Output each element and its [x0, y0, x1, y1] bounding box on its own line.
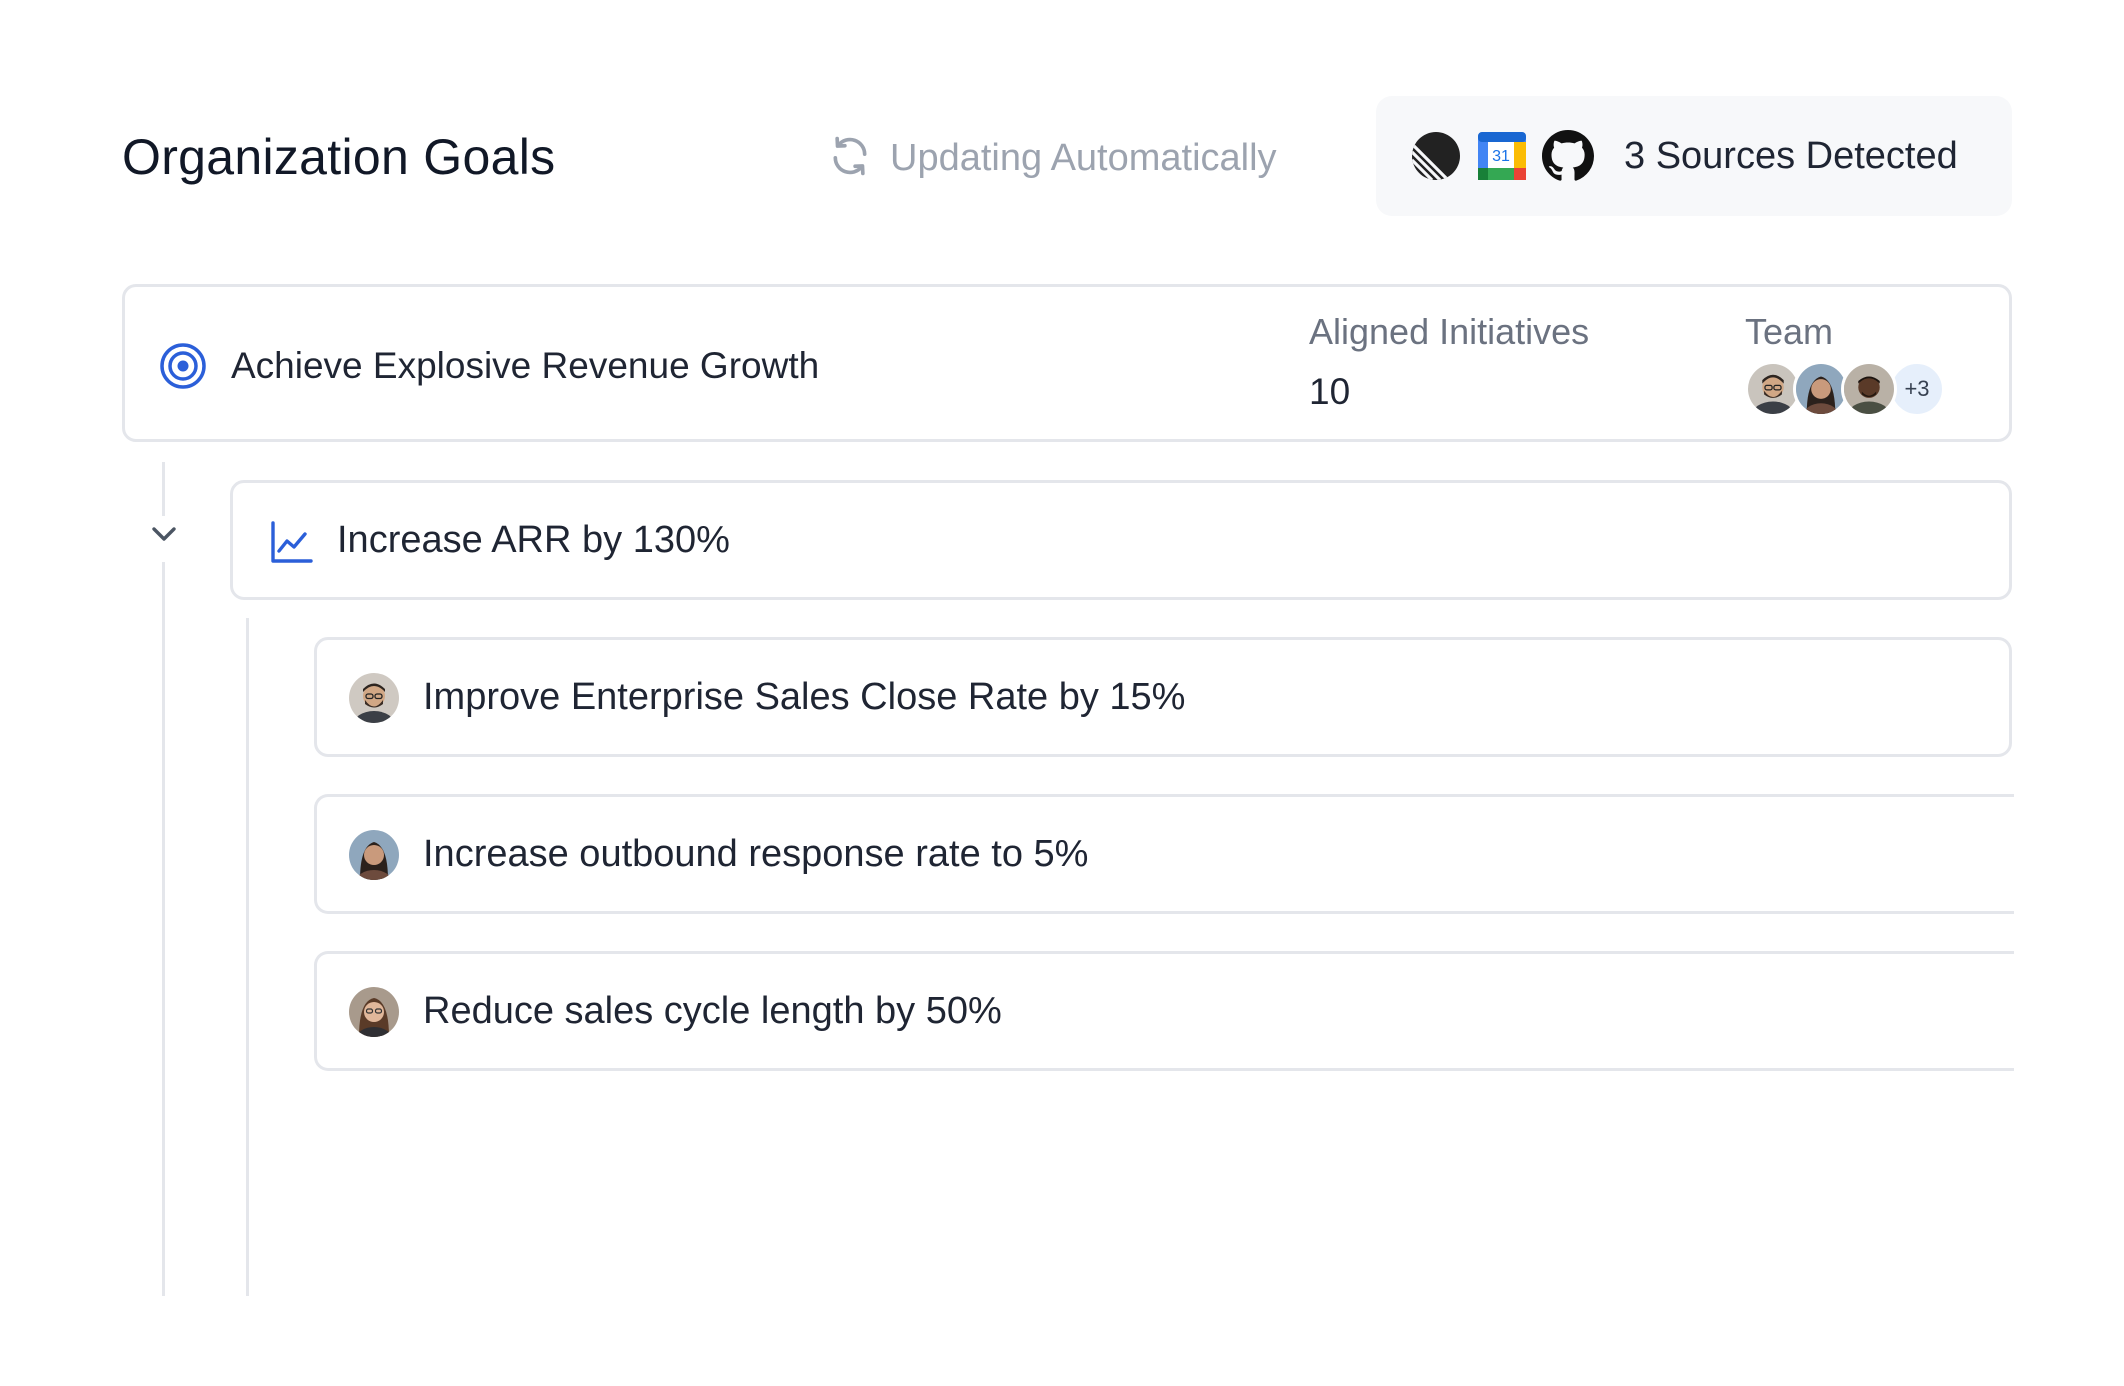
linear-icon	[1410, 130, 1462, 182]
avatar	[349, 830, 399, 880]
sources-label: 3 Sources Detected	[1624, 134, 1958, 177]
tree-line	[162, 562, 165, 1296]
google-calendar-icon: 31	[1476, 130, 1528, 182]
avatar[interactable]	[1793, 361, 1849, 417]
initiative-title: Increase outbound response rate to 5%	[423, 833, 1089, 875]
key-result-title: Increase ARR by 130%	[337, 519, 730, 561]
tree-line	[162, 462, 165, 516]
github-icon	[1542, 130, 1594, 182]
initiative-title: Reduce sales cycle length by 50%	[423, 990, 1002, 1032]
line-chart-icon	[269, 519, 315, 565]
avatar[interactable]	[1841, 361, 1897, 417]
avatar	[349, 987, 399, 1037]
aligned-initiatives-value: 10	[1309, 371, 1351, 412]
initiative-card[interactable]: Reduce sales cycle length by 50%	[314, 951, 2014, 1071]
sync-status: Updating Automatically	[828, 134, 1277, 183]
goal-title: Achieve Explosive Revenue Growth	[231, 345, 820, 386]
team-more-count[interactable]: +3	[1889, 361, 1945, 417]
team-avatars[interactable]: +3	[1745, 361, 1945, 417]
chevron-down-icon[interactable]	[146, 516, 182, 552]
avatar[interactable]	[1745, 361, 1801, 417]
target-icon	[159, 342, 207, 390]
refresh-icon	[828, 134, 872, 183]
tree-line	[246, 618, 249, 1296]
initiative-card[interactable]: Improve Enterprise Sales Close Rate by 1…	[314, 637, 2012, 757]
key-result-card[interactable]: Increase ARR by 130%	[230, 480, 2012, 600]
sources-panel[interactable]: 31 3 Sources Detected	[1376, 96, 2012, 216]
calendar-day: 31	[1492, 148, 1510, 165]
goal-card[interactable]: Achieve Explosive Revenue Growth Aligned…	[122, 284, 2012, 442]
avatar	[349, 673, 399, 723]
aligned-initiatives-label: Aligned Initiatives	[1309, 311, 1590, 352]
team-label: Team	[1745, 311, 1834, 352]
page-title: Organization Goals	[122, 129, 556, 185]
initiative-title: Improve Enterprise Sales Close Rate by 1…	[423, 676, 1186, 718]
initiative-card[interactable]: Increase outbound response rate to 5%	[314, 794, 2014, 914]
sync-status-text: Updating Automatically	[890, 137, 1277, 179]
